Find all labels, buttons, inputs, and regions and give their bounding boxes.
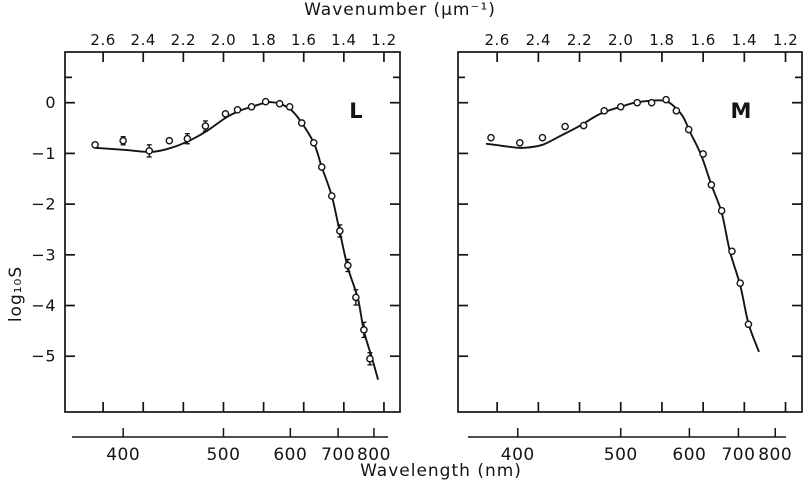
top-tick-label: 2.6 (484, 31, 509, 49)
y-axis-title: log₁₀S (6, 265, 26, 323)
data-point (699, 150, 707, 158)
panel-L-axes (64, 51, 401, 413)
y-tick-label: 0 (45, 93, 56, 112)
data-point (736, 279, 745, 288)
data-point (707, 181, 716, 189)
top-tick-label: 1.6 (291, 31, 316, 49)
top-tick-label: 1.4 (732, 31, 757, 49)
y-tick-label: −5 (31, 347, 56, 366)
top-tick-label: 1.2 (773, 31, 798, 49)
top-tick-label: 2.6 (90, 31, 115, 49)
wavelength-tick-label: 700 (721, 445, 755, 465)
wavelength-tick-label: 800 (357, 445, 391, 465)
y-tick-label: −2 (31, 195, 56, 214)
data-point (366, 354, 374, 363)
data-point (221, 110, 230, 118)
wavelength-tick-label: 400 (106, 445, 140, 465)
data-point (275, 99, 284, 108)
bottom-axis-title: Wavelength (nm) (360, 461, 522, 481)
data-point (579, 121, 588, 130)
panel-L-label: L (349, 99, 363, 123)
data-point (201, 122, 210, 130)
y-tick-label: −1 (31, 144, 56, 163)
data-point (487, 133, 495, 142)
wavelength-tick-label: 500 (206, 445, 240, 465)
wavelength-tick-label: 700 (321, 445, 355, 465)
data-point (515, 138, 524, 147)
wavelength-tick-label: 600 (672, 445, 706, 465)
data-point (336, 227, 344, 235)
data-point (309, 138, 318, 147)
data-point (145, 147, 154, 155)
panel-M-response-curve (485, 99, 760, 353)
data-point (633, 98, 642, 107)
y-tick-label: −4 (31, 296, 56, 315)
data-point (662, 95, 670, 104)
top-axis-title: Wavenumber (μm⁻¹) (304, 0, 496, 20)
data-point (360, 326, 368, 334)
data-point (744, 320, 753, 329)
wavelength-tick-label: 400 (501, 445, 535, 465)
wavelength-tick-label: 800 (758, 445, 792, 465)
data-point (600, 107, 609, 115)
data-point (247, 102, 256, 111)
wavelength-tick-label: 600 (273, 445, 307, 465)
data-point (91, 140, 99, 149)
top-tick-label: 2.0 (608, 31, 633, 49)
data-point (728, 247, 736, 256)
data-point (327, 192, 336, 200)
data-point (261, 97, 270, 106)
panel-M-data-points (487, 95, 753, 329)
top-tick-label: 2.2 (567, 31, 592, 49)
panel-M-axes (457, 51, 803, 413)
data-point (717, 206, 726, 215)
panel-L-response-curve (94, 101, 379, 380)
data-point (538, 133, 547, 142)
data-point (352, 293, 360, 302)
panel-L-data-points (91, 97, 374, 366)
top-tick-label: 1.8 (649, 31, 674, 49)
top-tick-label: 1.6 (690, 31, 715, 49)
panel-M-wavelength-axis (468, 428, 786, 438)
data-point (297, 119, 306, 127)
data-point (317, 163, 326, 171)
data-point (183, 134, 192, 143)
top-tick-label: 1.2 (371, 31, 396, 49)
data-point (285, 102, 294, 111)
data-point (344, 261, 352, 270)
data-point (233, 106, 242, 114)
data-point (119, 136, 127, 145)
data-point (616, 102, 625, 111)
top-tick-label: 2.4 (526, 31, 551, 49)
data-point (684, 125, 693, 134)
panel-M-label: M (730, 99, 752, 123)
data-point (165, 136, 174, 145)
data-point (561, 122, 569, 131)
top-tick-label: 1.8 (251, 31, 276, 49)
y-tick-label: −3 (31, 245, 56, 264)
data-point (672, 107, 681, 115)
top-tick-label: 2.4 (131, 31, 156, 49)
wavelength-tick-label: 500 (604, 445, 638, 465)
top-tick-label: 2.2 (171, 31, 196, 49)
panel-L-wavelength-axis (72, 428, 388, 438)
top-tick-label: 1.4 (331, 31, 356, 49)
data-point (647, 98, 656, 107)
top-tick-label: 2.0 (211, 31, 236, 49)
